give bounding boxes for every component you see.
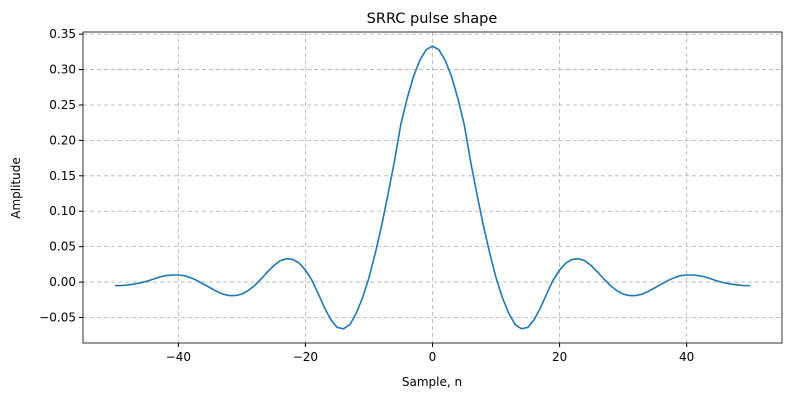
y-tick-label: 0.25 [49,98,76,112]
plot-frame [82,31,783,344]
x-tick-label: −20 [293,350,318,364]
y-tick-label: 0.15 [49,169,76,183]
line [114,45,751,330]
y-tick-label: 0.10 [49,204,76,218]
x-tick-label: 20 [552,350,567,364]
y-tick-label: 0.35 [49,27,76,41]
x-axis-label: Sample, n [402,375,462,389]
x-tick-label: 40 [679,350,694,364]
y-tick-label: 0.20 [49,133,76,147]
y-tick-label: 0.30 [49,63,76,77]
chart-title: SRRC pulse shape [367,11,498,27]
y-tick-label: 0.00 [49,275,76,289]
x-tick-label: 0 [429,350,437,364]
x-tick-label: −40 [166,350,191,364]
y-tick-label: 0.05 [49,240,76,254]
y-tick-label: −0.05 [39,310,76,324]
y-axis-label: Amplitude [9,157,23,219]
